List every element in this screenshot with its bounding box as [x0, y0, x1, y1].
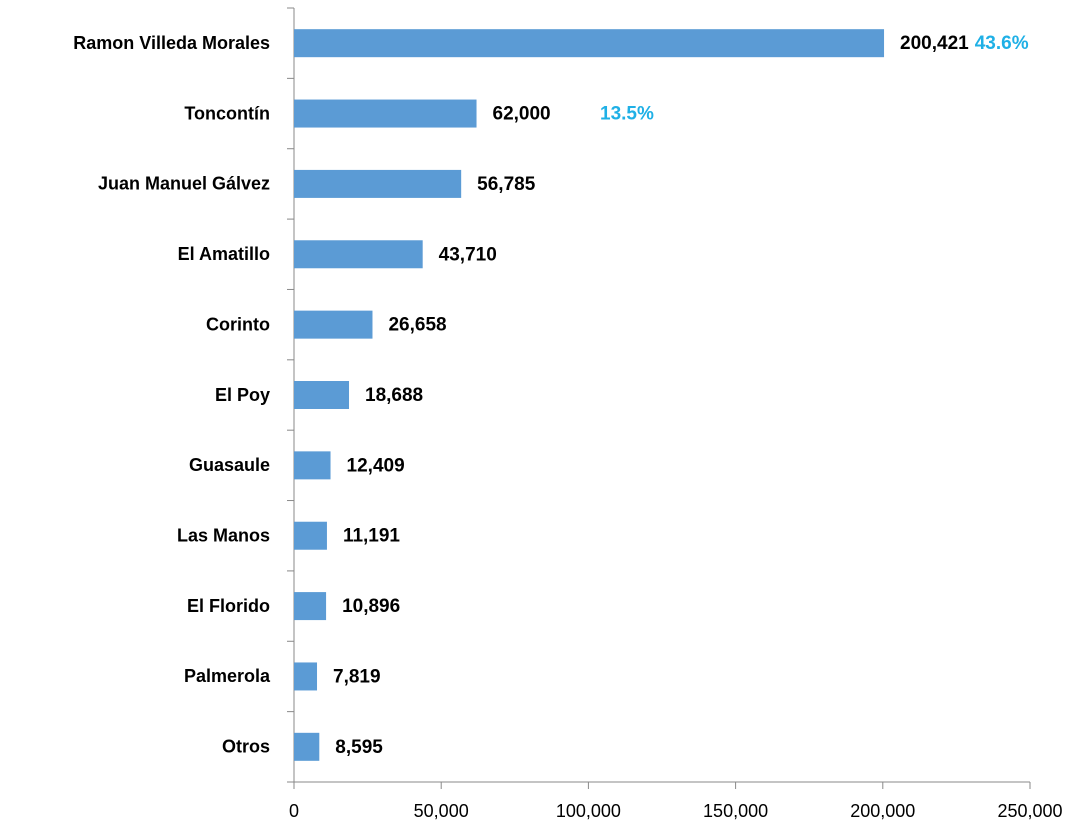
category-label: Otros	[222, 737, 270, 757]
category-label: El Florido	[187, 596, 270, 616]
value-label: 43,710	[439, 244, 497, 265]
x-tick-label: 250,000	[997, 801, 1062, 821]
share-label: 13.5%	[600, 104, 654, 125]
bar	[294, 29, 885, 58]
x-tick-label: 0	[289, 801, 299, 821]
bar	[294, 99, 477, 128]
bar	[294, 662, 318, 691]
value-label: 56,785	[477, 174, 536, 195]
share-label: 43.6%	[975, 33, 1029, 54]
value-label: 62,000	[493, 104, 551, 125]
category-label: Guasaule	[189, 455, 270, 475]
value-label: 10,896	[342, 596, 400, 617]
category-label: Corinto	[206, 314, 270, 334]
category-label: Toncontín	[184, 103, 270, 123]
value-label: 11,191	[343, 526, 400, 547]
category-label: El Poy	[215, 385, 270, 405]
value-label: 26,658	[388, 315, 446, 336]
bar	[294, 169, 462, 198]
bar	[294, 521, 327, 550]
bar	[294, 592, 327, 621]
value-label: 18,688	[365, 385, 423, 406]
value-label: 12,409	[347, 455, 405, 476]
value-label: 7,819	[333, 666, 381, 687]
x-tick-label: 50,000	[414, 801, 469, 821]
category-label: Las Manos	[177, 525, 270, 545]
bar	[294, 240, 423, 269]
x-tick-label: 200,000	[850, 801, 915, 821]
bar	[294, 310, 373, 339]
bar	[294, 732, 320, 761]
bar	[294, 451, 331, 480]
value-label: 8,595	[335, 737, 383, 758]
x-tick-label: 100,000	[556, 801, 621, 821]
value-label: 200,421	[900, 33, 969, 54]
category-label: Juan Manuel Gálvez	[98, 174, 270, 194]
x-tick-label: 150,000	[703, 801, 768, 821]
bar	[294, 381, 350, 409]
category-label: Palmerola	[184, 666, 271, 686]
category-label: Ramon Villeda Morales	[73, 33, 270, 53]
category-label: El Amatillo	[178, 244, 270, 264]
